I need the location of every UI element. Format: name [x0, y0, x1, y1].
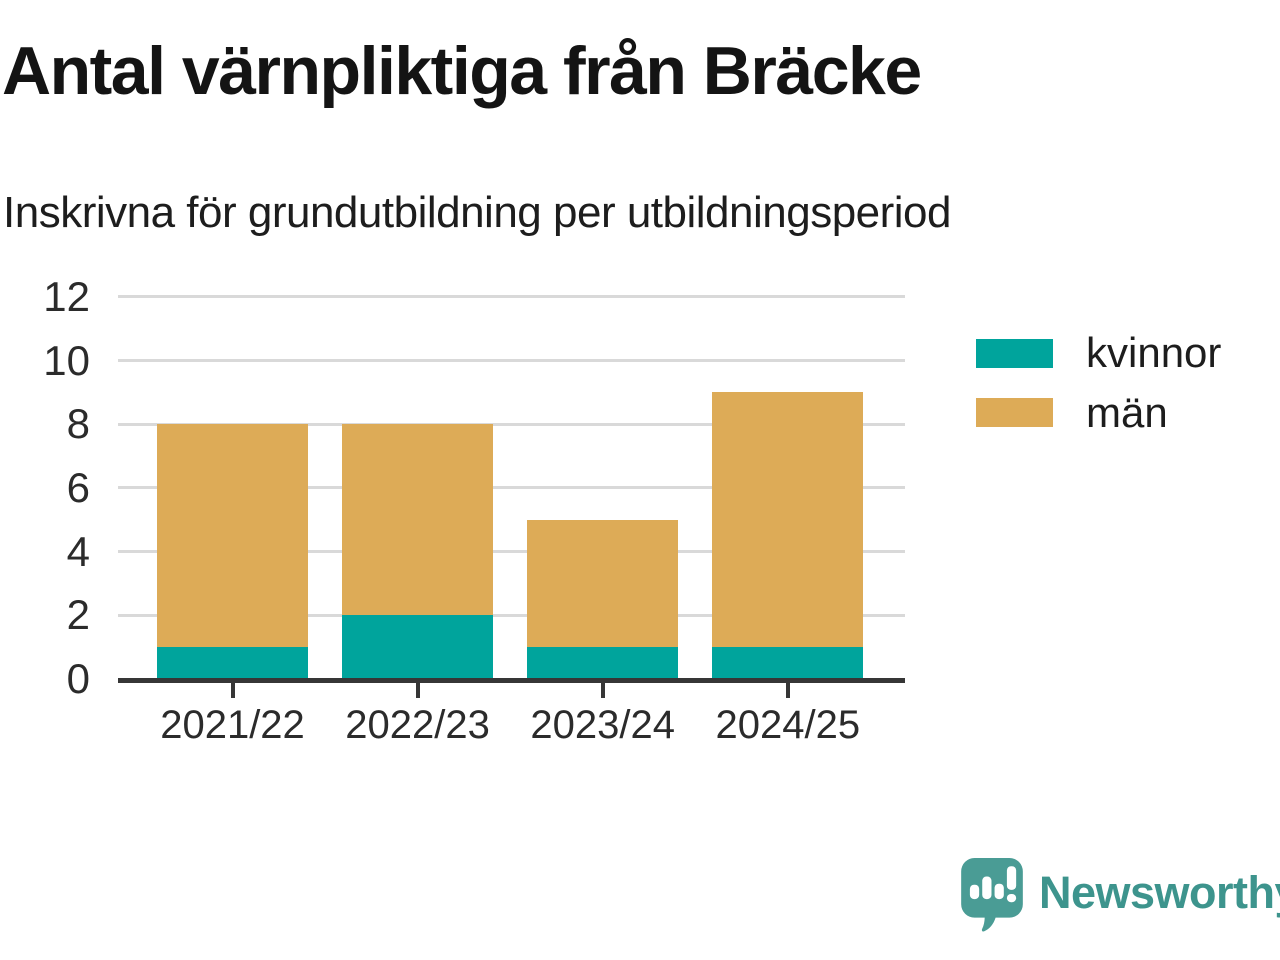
- bar-segment-kvinnor-2023-24: [527, 647, 679, 679]
- grid-line-y-2: [118, 613, 905, 617]
- x-axis-label-2024-25: 2024/25: [715, 703, 861, 747]
- y-tick-label-12: 12: [43, 272, 90, 320]
- y-tick-label-2: 2: [66, 591, 90, 639]
- bar-segment-kvinnor-2024-25: [712, 647, 864, 679]
- bar-segment-män-2024-25: [712, 392, 864, 648]
- x-axis-line: [118, 677, 905, 683]
- x-axis-tick-2023-24: [600, 682, 605, 698]
- y-tick-label-8: 8: [66, 400, 90, 448]
- legend-item-kvinnor: kvinnor: [976, 332, 1221, 374]
- x-axis-tick-2021-22: [230, 682, 235, 698]
- legend-label: kvinnor: [1086, 329, 1222, 376]
- x-axis-label-2022-23: 2022/23: [345, 703, 490, 747]
- newsworthy-wordmark: Newsworthy: [1039, 867, 1280, 918]
- legend-label: män: [1086, 388, 1168, 436]
- bar-segment-kvinnor-2022-23: [342, 615, 494, 679]
- grid-line-y-10: [118, 359, 905, 362]
- y-tick-label-4: 4: [66, 527, 90, 575]
- bar-segment-män-2023-24: [527, 519, 679, 648]
- legend-item-mn: män: [976, 388, 1168, 436]
- grid-line-y-6: [118, 486, 905, 490]
- x-axis-label-2021-22: 2021/22: [160, 703, 305, 747]
- branding: Newsworthy: [961, 858, 1280, 932]
- y-tick-label-6: 6: [66, 463, 90, 511]
- legend-swatch-mn: [976, 398, 1053, 427]
- legend-swatch-kvinnor: [976, 338, 1053, 368]
- bar-segment-män-2022-23: [342, 424, 494, 616]
- grid-line-y-4: [118, 550, 905, 554]
- chart-title: Antal värnpliktiga från Bräcke: [2, 33, 922, 109]
- chart-subtitle: Inskrivna för grundutbildning per utbild…: [3, 188, 952, 237]
- bar-segment-män-2021-22: [157, 424, 308, 648]
- newsworthy-logo-icon: [961, 858, 1023, 932]
- grid-line-y-8: [118, 422, 905, 426]
- x-axis-tick-2024-25: [785, 682, 790, 698]
- y-tick-label-10: 10: [43, 336, 90, 384]
- bar-segment-kvinnor-2021-22: [157, 647, 308, 679]
- y-tick-label-0: 0: [66, 655, 90, 702]
- x-axis-label-2023-24: 2023/24: [530, 703, 675, 747]
- grid-line-y-12: [118, 295, 905, 299]
- x-axis-tick-2022-23: [415, 682, 420, 698]
